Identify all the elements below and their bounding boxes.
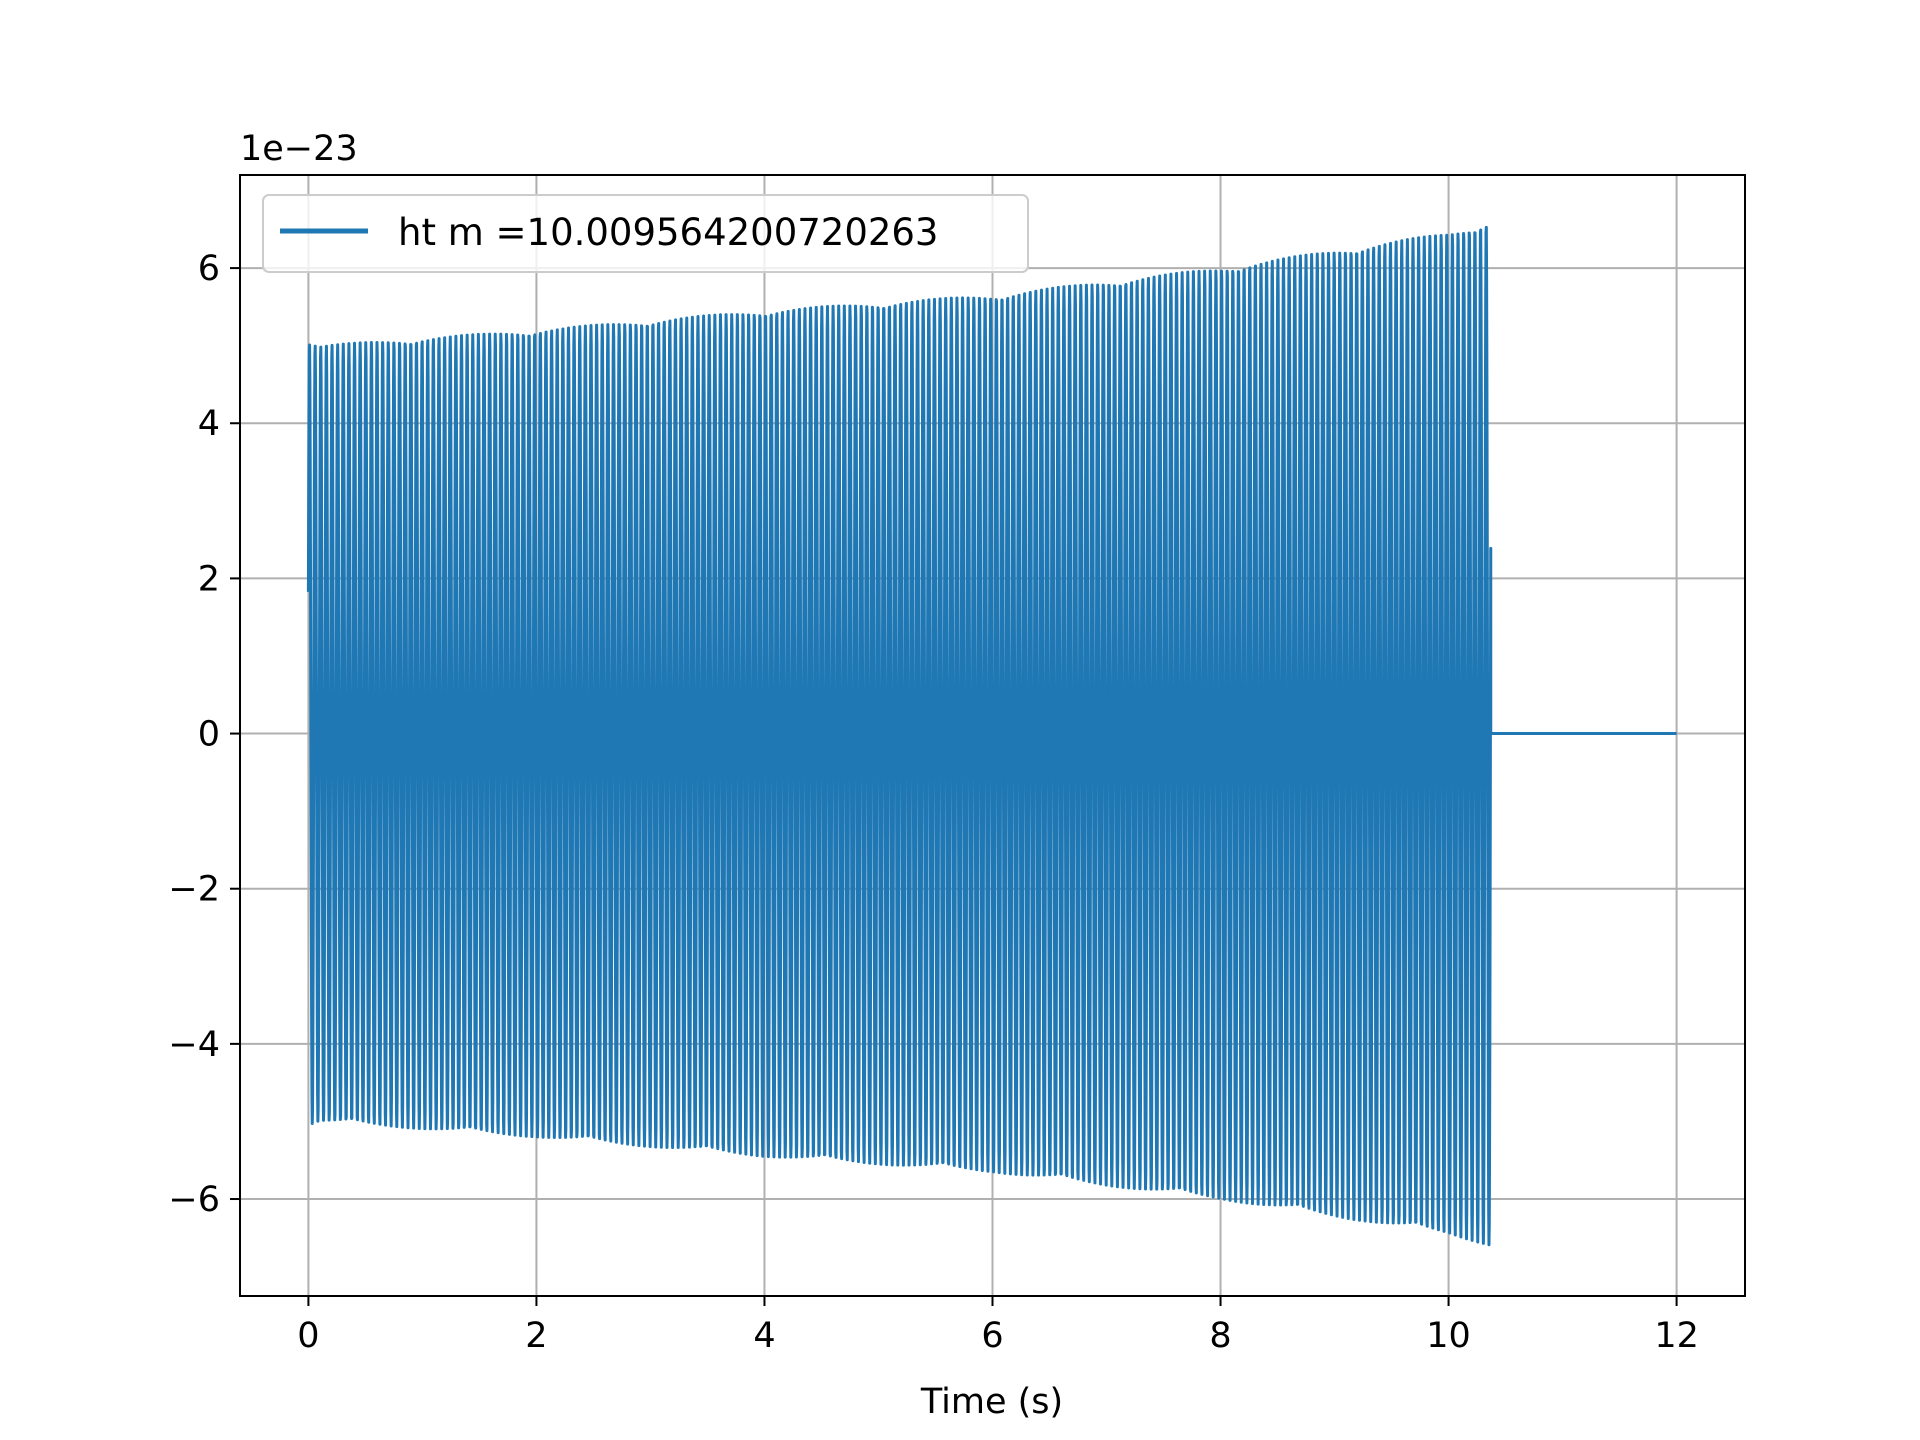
y-tick-label: 2 bbox=[198, 559, 220, 599]
x-axis-label: Time (s) bbox=[920, 1382, 1063, 1422]
x-tick-label: 0 bbox=[297, 1316, 319, 1356]
y-tick-label: −6 bbox=[168, 1180, 220, 1220]
legend-entry-label: ht m =10.009564200720263 bbox=[398, 211, 938, 254]
y-tick-label: −2 bbox=[168, 870, 220, 910]
legend-box bbox=[262, 194, 1029, 273]
y-tick-label: 6 bbox=[198, 249, 220, 289]
x-tick-label: 8 bbox=[1209, 1316, 1231, 1356]
series-line bbox=[306, 225, 1677, 1247]
x-tick-label: 10 bbox=[1426, 1316, 1471, 1356]
y-tick-label: 0 bbox=[198, 715, 220, 755]
y-axis-offset-label: 1e−23 bbox=[240, 129, 358, 169]
y-tick-label: 4 bbox=[198, 404, 220, 444]
x-tick-label: 12 bbox=[1654, 1316, 1699, 1356]
legend: ht m =10.009564200720263 bbox=[262, 194, 1029, 273]
y-tick-label: −4 bbox=[168, 1025, 220, 1065]
series-group bbox=[306, 225, 1677, 1247]
x-tick-label: 2 bbox=[525, 1316, 547, 1356]
x-tick-label: 6 bbox=[981, 1316, 1003, 1356]
x-axis-ticks: 0 2 4 6 8 10 12 bbox=[297, 1296, 1699, 1356]
x-tick-label: 4 bbox=[753, 1316, 775, 1356]
y-axis-ticks: −6 −4 −2 0 2 4 6 bbox=[168, 249, 240, 1220]
